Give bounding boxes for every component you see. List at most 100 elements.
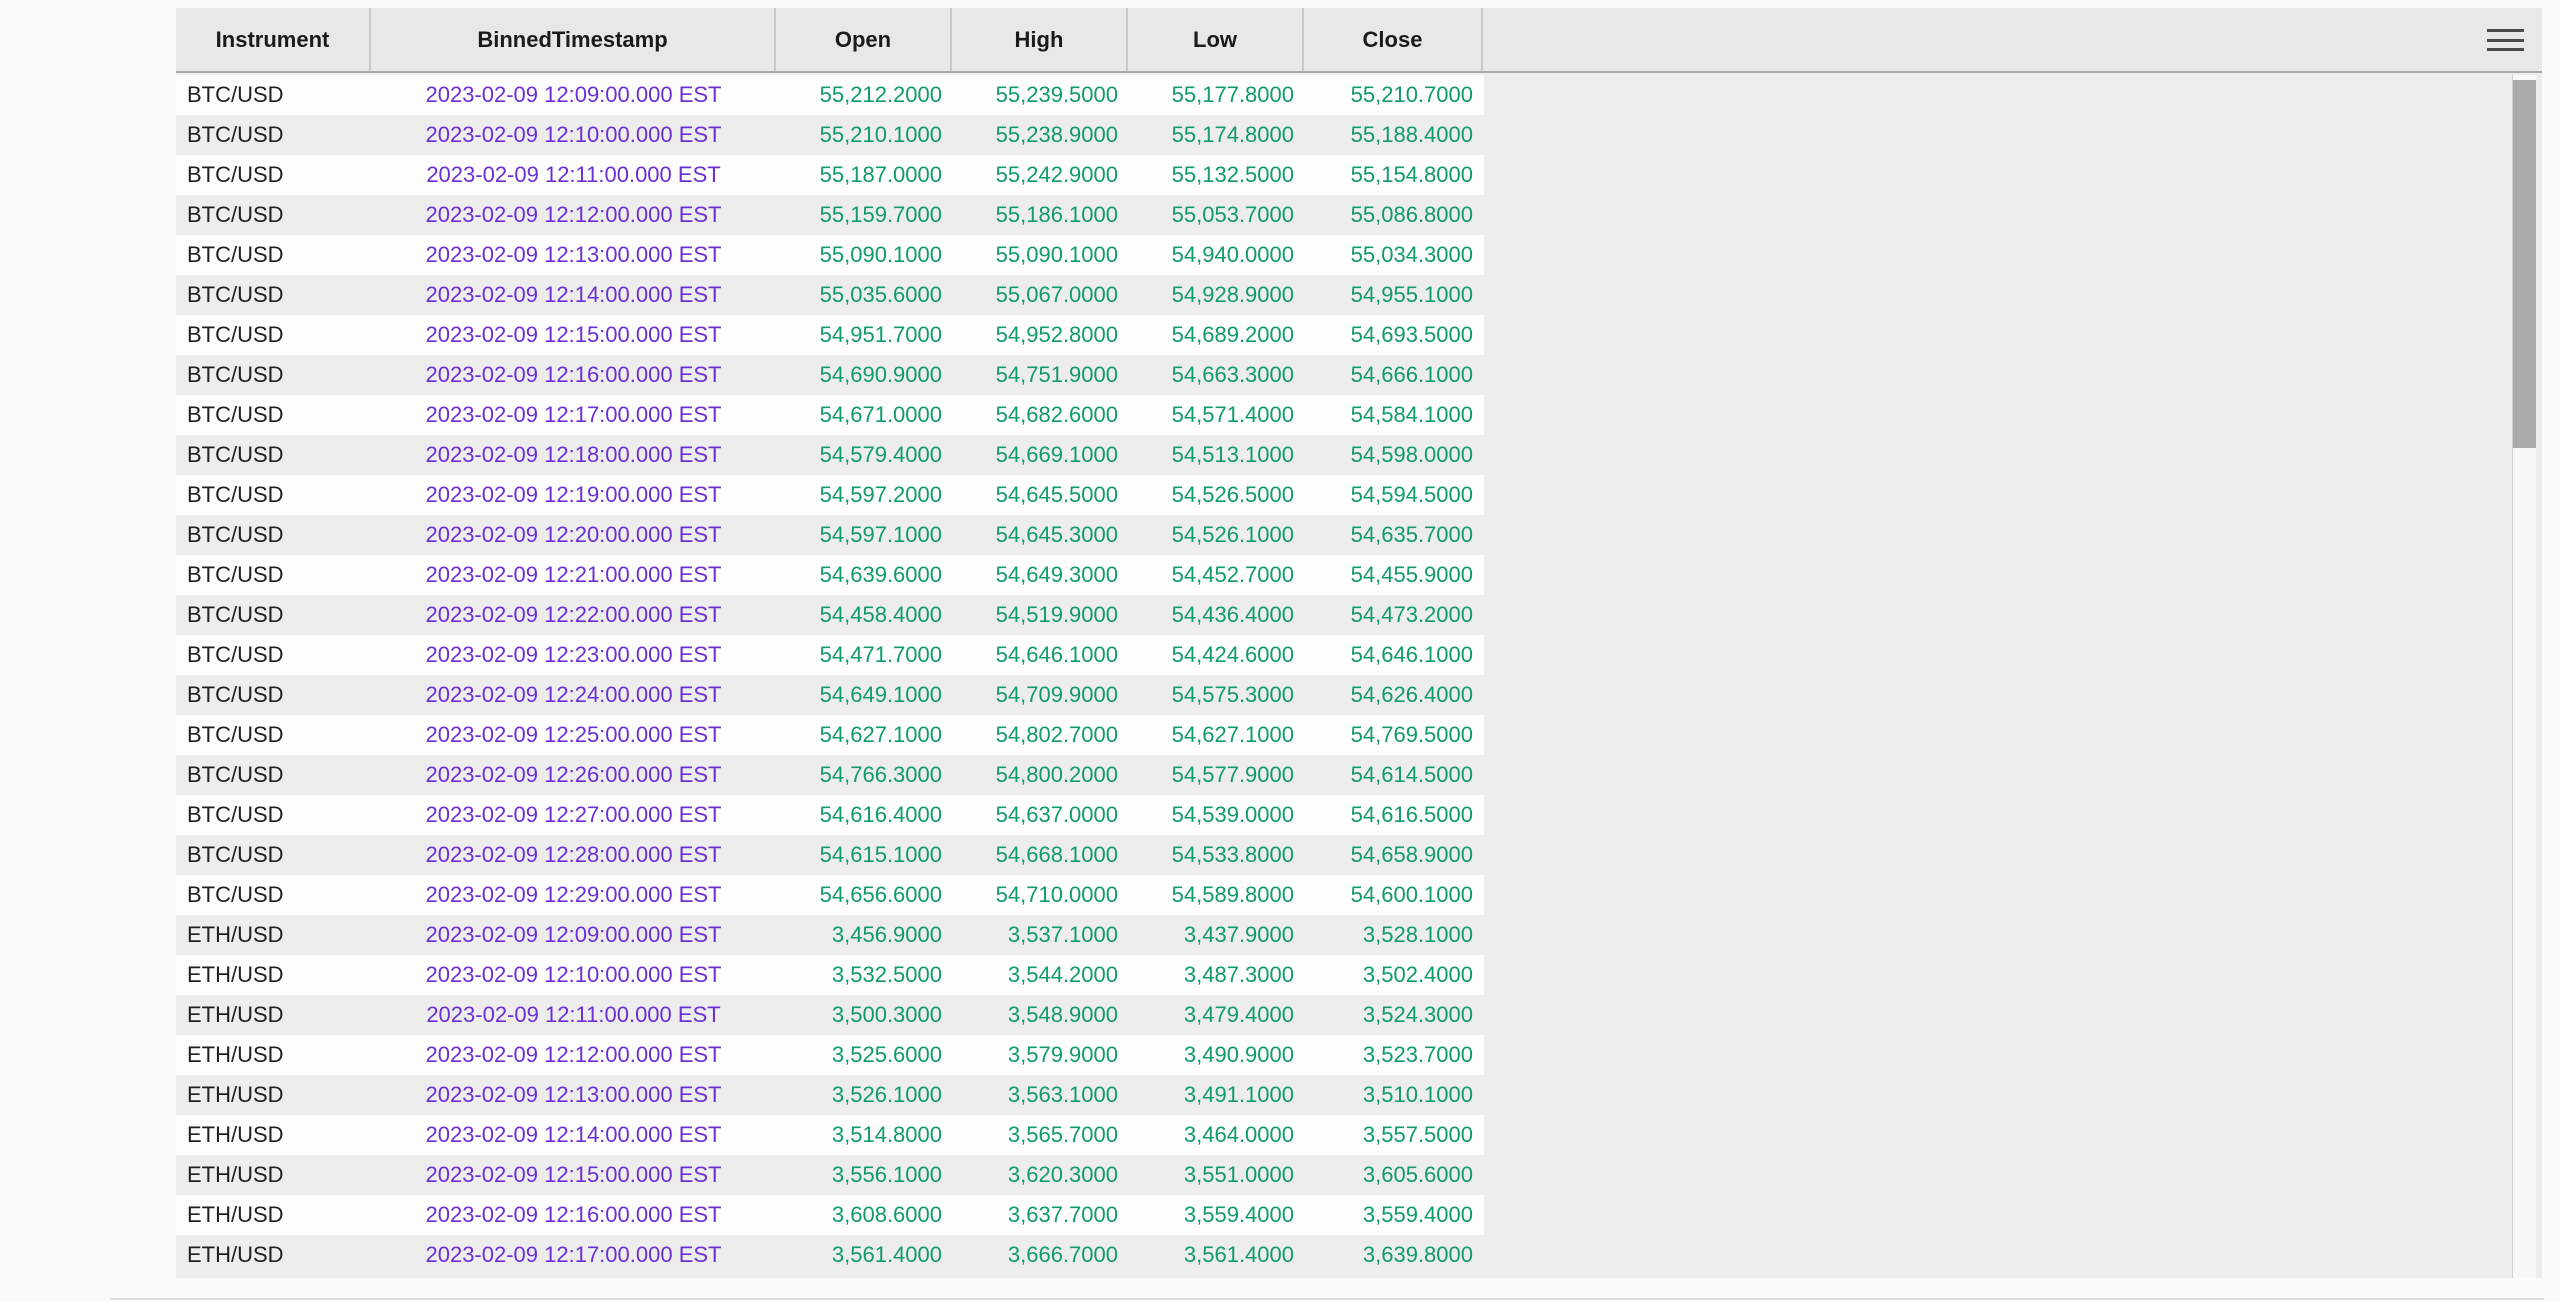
table-row[interactable]: BTC/USD 2023-02-09 12:13:00.000 EST 55,0… [176, 235, 1484, 275]
cell-high: 54,710.0000 [995, 882, 1118, 907]
table-row[interactable]: ETH/USD 2023-02-09 12:12:00.000 EST 3,52… [176, 1035, 1484, 1075]
cell-binnedtimestamp: 2023-02-09 12:11:00.000 EST [426, 1002, 721, 1027]
table-row[interactable]: BTC/USD 2023-02-09 12:24:00.000 EST 54,6… [176, 675, 1484, 715]
table-row[interactable]: ETH/USD 2023-02-09 12:15:00.000 EST 3,55… [176, 1155, 1484, 1195]
table-row[interactable]: ETH/USD 2023-02-09 12:11:00.000 EST 3,50… [176, 995, 1484, 1035]
cell-binnedtimestamp: 2023-02-09 12:09:00.000 EST [425, 922, 722, 947]
table-row[interactable]: BTC/USD 2023-02-09 12:22:00.000 EST 54,4… [176, 595, 1484, 635]
cell-instrument: BTC/USD [187, 762, 284, 787]
cell-open: 54,579.4000 [819, 442, 942, 467]
table-row[interactable]: BTC/USD 2023-02-09 12:09:00.000 EST 55,2… [176, 75, 1484, 115]
cell-instrument: ETH/USD [187, 1162, 284, 1187]
cell-high: 54,646.1000 [995, 642, 1118, 667]
cell-high: 54,952.8000 [995, 322, 1118, 347]
cell-instrument: BTC/USD [187, 122, 284, 147]
cell-instrument: ETH/USD [187, 1002, 284, 1027]
cell-binnedtimestamp: 2023-02-09 12:13:00.000 EST [425, 1082, 722, 1107]
cell-open: 54,951.7000 [819, 322, 942, 347]
column-header-binnedtimestamp[interactable]: BinnedTimestamp [371, 8, 776, 71]
cell-low: 54,689.2000 [1171, 322, 1294, 347]
table-row[interactable]: BTC/USD 2023-02-09 12:14:00.000 EST 55,0… [176, 275, 1484, 315]
table-row[interactable]: BTC/USD 2023-02-09 12:25:00.000 EST 54,6… [176, 715, 1484, 755]
cell-low: 54,436.4000 [1171, 602, 1294, 627]
cell-high: 54,519.9000 [995, 602, 1118, 627]
table-row[interactable]: ETH/USD 2023-02-09 12:14:00.000 EST 3,51… [176, 1115, 1484, 1155]
cell-instrument: BTC/USD [187, 802, 284, 827]
cell-binnedtimestamp: 2023-02-09 12:20:00.000 EST [425, 522, 722, 547]
table-row[interactable]: BTC/USD 2023-02-09 12:21:00.000 EST 54,6… [176, 555, 1484, 595]
cell-binnedtimestamp: 2023-02-09 12:10:00.000 EST [425, 122, 722, 147]
cell-binnedtimestamp: 2023-02-09 12:14:00.000 EST [425, 1122, 722, 1147]
table-row[interactable]: ETH/USD 2023-02-09 12:17:00.000 EST 3,56… [176, 1235, 1484, 1275]
table-row[interactable]: BTC/USD 2023-02-09 12:15:00.000 EST 54,9… [176, 315, 1484, 355]
column-header-low[interactable]: Low [1128, 8, 1304, 71]
table-row[interactable]: BTC/USD 2023-02-09 12:16:00.000 EST 54,6… [176, 355, 1484, 395]
cell-low: 54,663.3000 [1171, 362, 1294, 387]
cell-binnedtimestamp: 2023-02-09 12:11:00.000 EST [426, 162, 721, 187]
table-row[interactable]: BTC/USD 2023-02-09 12:18:00.000 EST 54,5… [176, 435, 1484, 475]
cell-high: 55,090.1000 [995, 242, 1118, 267]
cell-open: 55,159.7000 [819, 202, 942, 227]
table-row[interactable]: ETH/USD 2023-02-09 12:16:00.000 EST 3,60… [176, 1195, 1484, 1235]
cell-close: 54,598.0000 [1350, 442, 1473, 467]
cell-close: 3,524.3000 [1362, 1002, 1473, 1027]
cell-open: 3,532.5000 [831, 962, 942, 987]
vertical-scrollbar[interactable] [2512, 75, 2536, 1278]
table-row[interactable]: BTC/USD 2023-02-09 12:29:00.000 EST 54,6… [176, 875, 1484, 915]
cell-high: 3,637.7000 [1007, 1202, 1118, 1227]
table-row[interactable]: ETH/USD 2023-02-09 12:10:00.000 EST 3,53… [176, 955, 1484, 995]
cell-instrument: BTC/USD [187, 642, 284, 667]
cell-high: 3,563.1000 [1007, 1082, 1118, 1107]
cell-instrument: ETH/USD [187, 1242, 284, 1267]
table-menu-button[interactable] [2487, 28, 2524, 52]
cell-close: 54,616.5000 [1350, 802, 1473, 827]
cell-open: 55,210.1000 [819, 122, 942, 147]
table-row[interactable]: BTC/USD 2023-02-09 12:27:00.000 EST 54,6… [176, 795, 1484, 835]
cell-binnedtimestamp: 2023-02-09 12:14:00.000 EST [425, 282, 722, 307]
cell-close: 3,528.1000 [1362, 922, 1473, 947]
table-row[interactable]: BTC/USD 2023-02-09 12:23:00.000 EST 54,4… [176, 635, 1484, 675]
cell-close: 3,639.8000 [1362, 1242, 1473, 1267]
cell-binnedtimestamp: 2023-02-09 12:13:00.000 EST [425, 242, 722, 267]
table-header-row: Instrument BinnedTimestamp Open High Low… [176, 8, 2542, 73]
table-row[interactable]: ETH/USD 2023-02-09 12:13:00.000 EST 3,52… [176, 1075, 1484, 1115]
cell-close: 3,510.1000 [1362, 1082, 1473, 1107]
column-header-open[interactable]: Open [776, 8, 952, 71]
cell-open: 54,627.1000 [819, 722, 942, 747]
cell-open: 54,671.0000 [819, 402, 942, 427]
cell-high: 55,239.5000 [995, 82, 1118, 107]
cell-instrument: ETH/USD [187, 1042, 284, 1067]
cell-close: 55,034.3000 [1350, 242, 1473, 267]
table-row[interactable]: BTC/USD 2023-02-09 12:10:00.000 EST 55,2… [176, 115, 1484, 155]
table-row[interactable]: BTC/USD 2023-02-09 12:20:00.000 EST 54,5… [176, 515, 1484, 555]
column-header-high[interactable]: High [952, 8, 1128, 71]
cell-open: 54,597.2000 [819, 482, 942, 507]
table-row[interactable]: ETH/USD 2023-02-09 12:09:00.000 EST 3,45… [176, 915, 1484, 955]
cell-close: 54,635.7000 [1350, 522, 1473, 547]
table-row[interactable]: BTC/USD 2023-02-09 12:12:00.000 EST 55,1… [176, 195, 1484, 235]
vertical-scrollbar-thumb[interactable] [2513, 80, 2536, 448]
table-row[interactable]: BTC/USD 2023-02-09 12:28:00.000 EST 54,6… [176, 835, 1484, 875]
cell-low: 3,559.4000 [1183, 1202, 1294, 1227]
cell-low: 3,561.4000 [1183, 1242, 1294, 1267]
column-header-instrument[interactable]: Instrument [176, 8, 371, 71]
table-row[interactable]: BTC/USD 2023-02-09 12:26:00.000 EST 54,7… [176, 755, 1484, 795]
cell-binnedtimestamp: 2023-02-09 12:15:00.000 EST [425, 1162, 722, 1187]
cell-high: 3,544.2000 [1007, 962, 1118, 987]
table-row[interactable]: BTC/USD 2023-02-09 12:11:00.000 EST 55,1… [176, 155, 1484, 195]
cell-instrument: ETH/USD [187, 962, 284, 987]
cell-binnedtimestamp: 2023-02-09 12:16:00.000 EST [425, 362, 722, 387]
cell-instrument: BTC/USD [187, 842, 284, 867]
cell-instrument: BTC/USD [187, 242, 284, 267]
cell-high: 55,067.0000 [995, 282, 1118, 307]
cell-binnedtimestamp: 2023-02-09 12:21:00.000 EST [425, 562, 722, 587]
table-row[interactable]: BTC/USD 2023-02-09 12:17:00.000 EST 54,6… [176, 395, 1484, 435]
cell-instrument: ETH/USD [187, 1202, 284, 1227]
table-row[interactable]: BTC/USD 2023-02-09 12:19:00.000 EST 54,5… [176, 475, 1484, 515]
cell-instrument: BTC/USD [187, 82, 284, 107]
cell-high: 54,649.3000 [995, 562, 1118, 587]
cell-low: 54,533.8000 [1171, 842, 1294, 867]
cell-open: 54,616.4000 [819, 802, 942, 827]
column-header-close[interactable]: Close [1304, 8, 1483, 71]
cell-low: 3,551.0000 [1183, 1162, 1294, 1187]
